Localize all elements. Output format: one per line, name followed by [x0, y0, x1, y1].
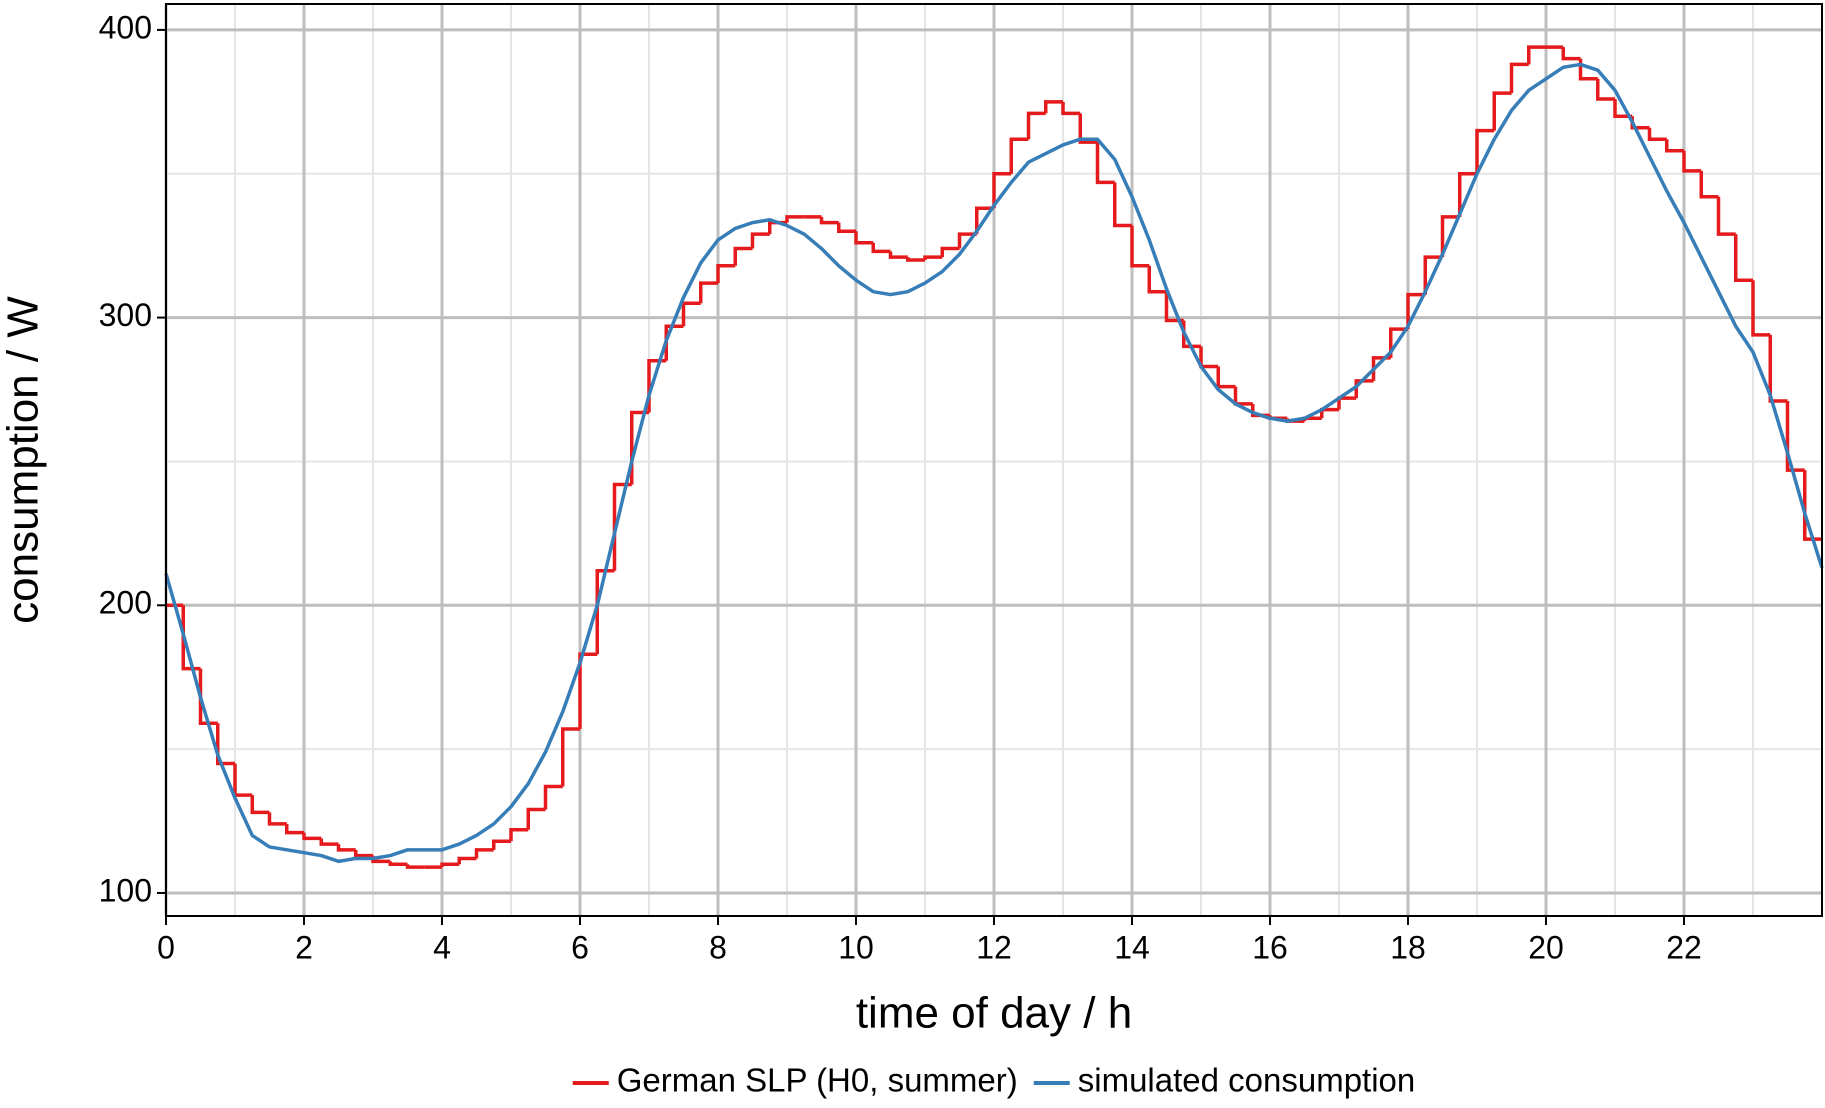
- step: [250, 795, 270, 815]
- step: [819, 216, 839, 225]
- plot-series: [164, 45, 1824, 869]
- step: [1044, 100, 1063, 114]
- step: [302, 832, 322, 841]
- step: [871, 242, 891, 254]
- step: [1423, 255, 1443, 295]
- step: [1561, 47, 1581, 61]
- step: [440, 862, 460, 868]
- step: [1734, 234, 1753, 282]
- y-tick-label: 200: [99, 585, 152, 621]
- x-axis-title: time of day / h: [856, 989, 1132, 1038]
- step: [854, 231, 874, 245]
- x-tick-label: 0: [157, 929, 175, 965]
- step: [785, 215, 805, 223]
- step: [1458, 171, 1477, 217]
- x-tick-label: 18: [1390, 929, 1426, 965]
- step: [595, 569, 615, 655]
- x-tick-label: 16: [1252, 929, 1288, 965]
- step: [750, 232, 770, 249]
- step: [198, 668, 218, 725]
- step: [733, 246, 753, 266]
- step: [1147, 265, 1167, 294]
- step: [837, 222, 856, 234]
- step: [681, 301, 701, 327]
- x-tick-label: 2: [295, 929, 313, 965]
- step: [561, 727, 580, 787]
- step: [1389, 327, 1408, 358]
- step: [1682, 150, 1702, 173]
- step: [1009, 137, 1029, 174]
- x-tick-label: 6: [571, 929, 589, 965]
- plot-border: [165, 3, 1823, 917]
- step: [1665, 139, 1684, 153]
- y-axis-title: consumption / W: [0, 296, 48, 624]
- step: [975, 206, 994, 235]
- x-tick-label: 12: [976, 929, 1012, 965]
- step: [1785, 401, 1805, 472]
- step: [1596, 78, 1615, 101]
- step: [1095, 142, 1115, 185]
- x-tick-label: 8: [709, 929, 727, 965]
- step: [1716, 196, 1736, 236]
- step: [474, 848, 494, 859]
- step: [699, 281, 718, 304]
- step: [1061, 101, 1081, 116]
- y-tick-label: 300: [99, 297, 152, 333]
- step: [181, 605, 201, 671]
- step: [1803, 470, 1822, 541]
- step: [1130, 225, 1150, 268]
- line: [164, 62, 1824, 864]
- step: [405, 864, 425, 869]
- step: [992, 171, 1012, 209]
- x-tick-label: 20: [1528, 929, 1564, 965]
- step: [354, 849, 373, 858]
- step: [1492, 91, 1512, 131]
- step: [940, 246, 960, 258]
- legend-label: simulated consumption: [1078, 1062, 1416, 1099]
- step: [906, 257, 925, 262]
- step: [1440, 215, 1460, 258]
- step: [1751, 280, 1771, 337]
- step: [543, 784, 563, 810]
- step: [578, 652, 598, 729]
- legend-label: German SLP (H0, summer): [617, 1062, 1018, 1099]
- step: [285, 823, 304, 835]
- step: [492, 839, 511, 850]
- step: [457, 856, 477, 865]
- x-tick-label: 10: [838, 929, 874, 965]
- x-tick-label: 22: [1666, 929, 1702, 965]
- step: [1527, 45, 1546, 65]
- step: [664, 324, 684, 361]
- step: [888, 251, 908, 259]
- step: [336, 844, 356, 852]
- step: [1026, 111, 1046, 140]
- step: [1509, 62, 1529, 94]
- step: [319, 838, 339, 846]
- step: [388, 861, 408, 866]
- step: [923, 255, 943, 261]
- step: [1354, 379, 1374, 399]
- step: [1699, 170, 1719, 199]
- step: [1613, 98, 1633, 118]
- step: [716, 264, 736, 284]
- step: [1475, 128, 1495, 174]
- legend: German SLP (H0, summer) simulated consump…: [572, 1062, 1416, 1099]
- step: [957, 232, 977, 249]
- y-tick-label: 400: [99, 9, 152, 45]
- y-tick-label: 100: [99, 872, 152, 908]
- step: [526, 807, 546, 830]
- step: [1078, 113, 1098, 144]
- step: [267, 812, 287, 826]
- step: [216, 723, 235, 766]
- step: [509, 827, 529, 842]
- step: [1113, 182, 1132, 228]
- step: [1647, 127, 1667, 141]
- x-tick-label: 14: [1114, 929, 1150, 965]
- step: [1406, 292, 1426, 330]
- x-tick-label: 4: [433, 929, 451, 965]
